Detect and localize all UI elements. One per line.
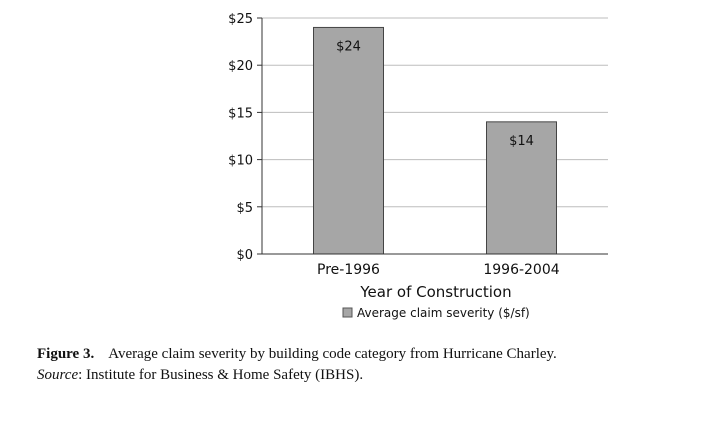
data-label: $14 — [509, 134, 534, 149]
legend: Average claim severity ($/sf) — [342, 306, 530, 320]
figure-caption: Figure 3. Average claim severity by build… — [37, 344, 557, 386]
bar — [313, 26, 384, 255]
y-tick-label: $10 — [228, 154, 253, 169]
source-label: Source — [37, 367, 79, 383]
y-tick-label: $25 — [228, 12, 253, 27]
data-label: $24 — [336, 39, 361, 54]
y-tick-label: $5 — [236, 201, 253, 216]
caption-text: Average claim severity by building code … — [108, 346, 557, 362]
figure-label: Figure 3. — [37, 346, 95, 362]
axes — [257, 17, 608, 255]
bar-chart: $0$5$10$15$20$25$24Pre-1996$141996-2004 … — [228, 12, 608, 320]
legend-swatch — [342, 307, 353, 318]
bars — [313, 26, 557, 255]
x-axis-title: Year of Construction — [359, 283, 511, 301]
source-text: : Institute for Business & Home Safety (… — [78, 367, 364, 383]
y-tick-label: $0 — [236, 248, 253, 263]
labels: $0 $5 $10 $15 $20 $25 $24 Pre-1996 $14 1996-2004 — [228, 12, 560, 278]
x-tick-label: Pre-1996 — [317, 262, 380, 278]
caption-line-2: Source: Institute for Business & Home Sa… — [37, 365, 557, 386]
y-tick-label: $15 — [228, 106, 253, 121]
x-tick-label: 1996-2004 — [483, 262, 559, 278]
caption-line-1: Figure 3. Average claim severity by build… — [37, 344, 557, 365]
y-tick-label: $20 — [228, 59, 253, 74]
legend-label: Average claim severity ($/sf) — [357, 306, 530, 320]
